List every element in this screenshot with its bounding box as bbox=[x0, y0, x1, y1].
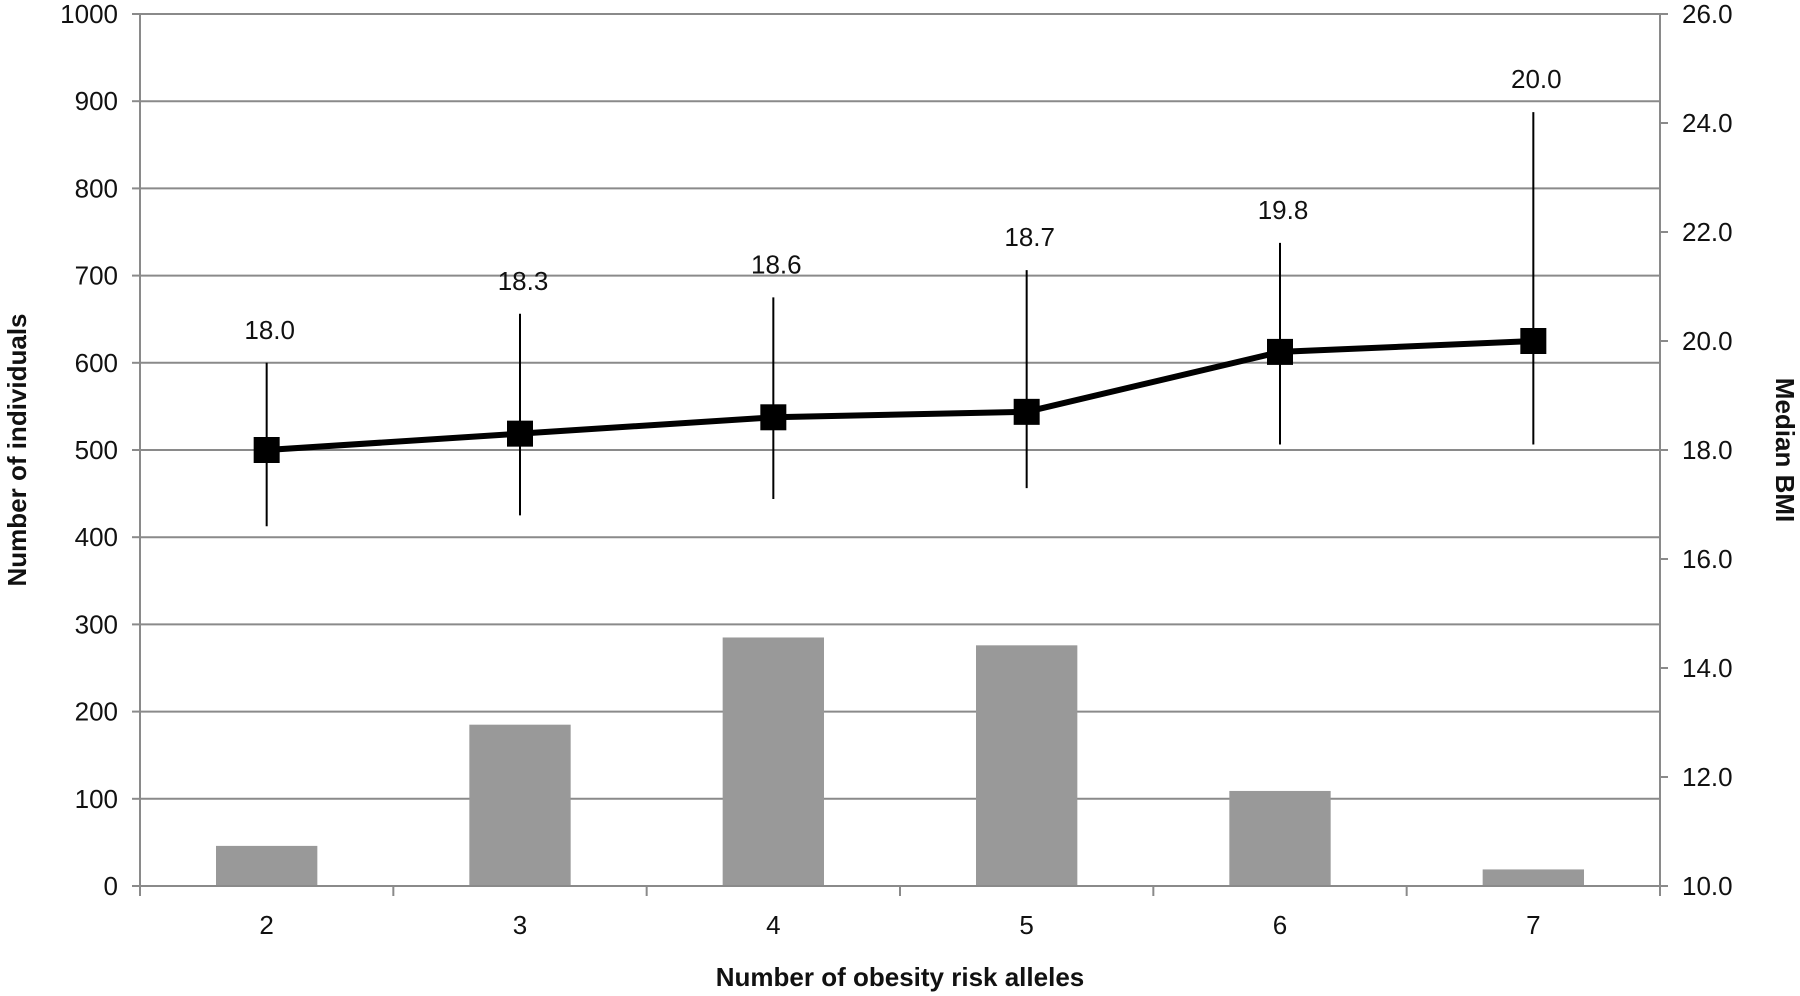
x-axis-tick-label: 4 bbox=[766, 910, 780, 940]
y2-axis-tick-label: 22.0 bbox=[1682, 217, 1733, 247]
y-axis-tick-label: 600 bbox=[75, 348, 118, 378]
y-axis-tick-label: 900 bbox=[75, 86, 118, 116]
median-bmi-marker bbox=[760, 404, 787, 431]
y2-axis-title: Median BMI bbox=[1770, 378, 1800, 522]
y2-axis-tick-label: 14.0 bbox=[1682, 653, 1733, 683]
median-bmi-marker bbox=[1267, 338, 1293, 365]
y-axis-tick-label: 1000 bbox=[60, 0, 118, 29]
bar bbox=[976, 645, 1078, 886]
median-bmi-marker bbox=[507, 420, 533, 447]
x-axis-tick-label: 5 bbox=[1019, 910, 1033, 940]
bar bbox=[216, 845, 318, 886]
y-axis-tick-label: 700 bbox=[75, 261, 118, 291]
median-bmi-marker bbox=[1520, 328, 1547, 354]
y2-axis-tick-label: 10.0 bbox=[1682, 871, 1733, 901]
median-bmi-marker bbox=[1013, 398, 1040, 425]
median-bmi-line bbox=[266, 338, 1534, 453]
bar bbox=[469, 724, 571, 886]
bar bbox=[1482, 869, 1584, 886]
y2-axis-tick-label: 16.0 bbox=[1682, 544, 1733, 574]
data-label: 18.0 bbox=[244, 315, 295, 345]
y-axis-tick-label: 200 bbox=[75, 697, 118, 727]
data-label: 20.0 bbox=[1511, 64, 1562, 94]
median-bmi-marker bbox=[253, 437, 280, 463]
data-label: 19.8 bbox=[1258, 195, 1309, 225]
data-label: 18.3 bbox=[498, 266, 549, 296]
y-axis-tick-label: 800 bbox=[75, 173, 118, 203]
x-axis-tick-label: 6 bbox=[1273, 910, 1287, 940]
x-axis-title: Number of obesity risk alleles bbox=[716, 962, 1084, 992]
y2-axis-tick-label: 24.0 bbox=[1682, 108, 1733, 138]
y-axis-tick-label: 0 bbox=[104, 871, 118, 901]
y2-axis-tick-label: 26.0 bbox=[1682, 0, 1733, 29]
x-axis-tick-label: 3 bbox=[513, 910, 527, 940]
bar bbox=[1229, 790, 1331, 886]
data-label: 18.6 bbox=[751, 249, 802, 279]
y2-axis-tick-label: 12.0 bbox=[1682, 762, 1733, 792]
y-axis-tick-label: 400 bbox=[75, 522, 118, 552]
y2-axis-tick-label: 20.0 bbox=[1682, 326, 1733, 356]
y2-axis-tick-label: 18.0 bbox=[1682, 435, 1733, 465]
y-axis-tick-label: 100 bbox=[75, 784, 118, 814]
data-label: 18.7 bbox=[1004, 222, 1055, 252]
x-axis-tick-label: 7 bbox=[1526, 910, 1540, 940]
y-axis-title: Number of individuals bbox=[2, 313, 32, 586]
x-axis-tick-label: 2 bbox=[259, 910, 273, 940]
bar bbox=[722, 637, 824, 886]
y-axis-tick-label: 500 bbox=[75, 435, 118, 465]
y-axis-tick-label: 300 bbox=[75, 609, 118, 639]
